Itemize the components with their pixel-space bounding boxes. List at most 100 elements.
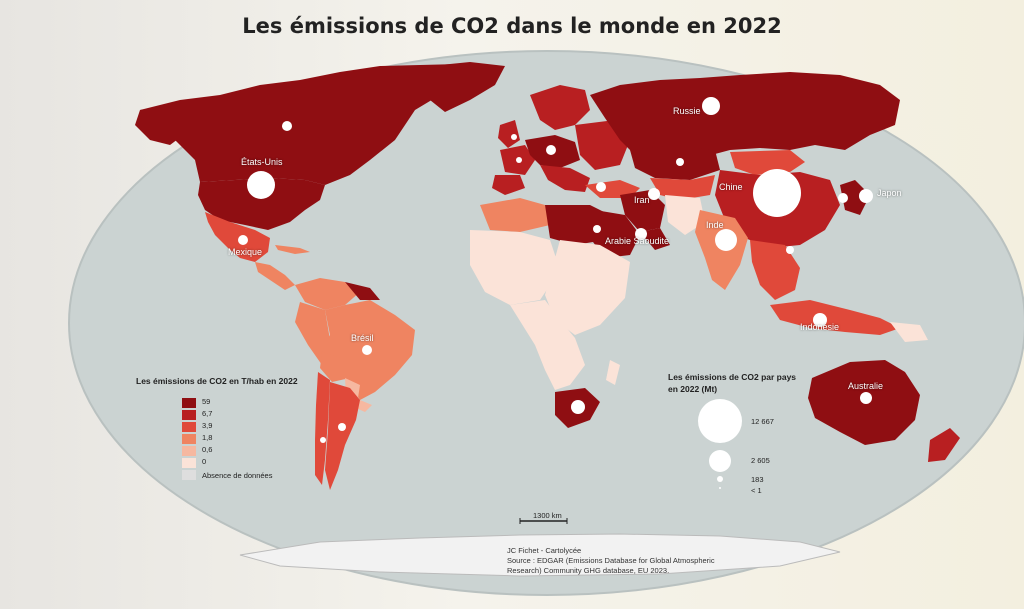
circle-russia xyxy=(702,97,720,115)
legend-prop-title-2: en 2022 (Mt) xyxy=(668,384,718,394)
circle-argentina xyxy=(338,423,346,431)
circle-turkey xyxy=(596,182,606,192)
country-indonesia xyxy=(770,300,900,335)
circle-iran xyxy=(648,188,660,200)
circle-saudi xyxy=(635,228,647,240)
circle-australia xyxy=(860,392,872,404)
country-guyana xyxy=(345,282,380,300)
legend-circle-medium xyxy=(709,450,731,472)
country-libya-egypt xyxy=(545,205,610,245)
legend-prop-value-2: 2 605 xyxy=(751,456,770,465)
country-cuba xyxy=(275,245,310,254)
country-spain xyxy=(492,175,525,195)
circle-mexico xyxy=(238,235,248,245)
label-india: Inde xyxy=(706,220,724,230)
country-greenland xyxy=(410,62,505,112)
circle-egypt xyxy=(593,225,601,233)
circle-germany xyxy=(546,145,556,155)
credits-source: Source : EDGAR (Emissions Database for G… xyxy=(507,556,715,575)
legend-no-data: Absence de données xyxy=(202,471,273,480)
circle-south-africa xyxy=(571,400,585,414)
legend-swatch-4 xyxy=(182,434,196,444)
legend-class-3: 3,9 xyxy=(202,421,213,430)
legend-choro-title: Les émissions de CO2 en T/hab en 2022 xyxy=(136,376,298,386)
circle-kazakhstan xyxy=(676,158,684,166)
map-title: Les émissions de CO2 dans le monde en 20… xyxy=(242,14,782,38)
circle-usa xyxy=(247,171,275,199)
country-central-africa xyxy=(510,300,585,390)
country-mongolia xyxy=(730,150,805,175)
label-iran: Iran xyxy=(634,195,650,205)
country-bolivia xyxy=(320,352,350,382)
circle-china xyxy=(753,169,801,217)
legend-prop-title-1: Les émissions de CO2 par pays xyxy=(668,372,797,382)
country-uruguay xyxy=(356,400,372,412)
label-saudi: Arabie Saoudite xyxy=(605,236,670,246)
legend-class-2: 6,7 xyxy=(202,409,213,418)
country-southeast-asia xyxy=(750,240,800,300)
circle-canada xyxy=(282,121,292,131)
legend-swatch-6 xyxy=(182,458,196,468)
country-madagascar xyxy=(606,360,620,385)
country-chile xyxy=(315,372,330,485)
country-west-africa xyxy=(470,230,560,305)
country-new-zealand xyxy=(928,428,960,462)
country-korea-japan xyxy=(840,180,870,215)
circle-uk xyxy=(511,134,517,140)
legend-circle-small xyxy=(717,476,723,482)
label-mexico: Mexique xyxy=(228,247,263,257)
country-uk xyxy=(498,120,520,148)
country-central-asia xyxy=(650,175,715,200)
country-scandinavia xyxy=(530,85,590,130)
circle-india xyxy=(715,229,737,251)
circle-vietnam xyxy=(786,246,794,254)
label-russia: Russie xyxy=(673,106,701,116)
country-canada xyxy=(140,64,490,185)
legend-prop-value-4: < 1 xyxy=(751,486,762,495)
country-central-america xyxy=(255,262,295,290)
circle-chile xyxy=(320,437,326,443)
circle-france xyxy=(516,157,522,163)
country-italy-balkans xyxy=(540,165,590,192)
circle-brazil xyxy=(362,345,372,355)
country-russia xyxy=(590,72,900,165)
scale-label: 1300 km xyxy=(533,511,562,520)
country-argentina xyxy=(325,382,360,490)
label-indonesia: Indonésie xyxy=(800,322,840,332)
credits-author: JC Fichet - Cartolycée xyxy=(507,546,582,555)
legend-swatch-no-data xyxy=(182,470,196,480)
country-colombia-venezuela xyxy=(295,278,360,310)
country-alaska xyxy=(135,105,190,145)
country-iran xyxy=(620,190,665,232)
label-japan: Japon xyxy=(877,188,902,198)
circle-indonesia xyxy=(813,313,827,327)
country-afghanistan-pakistan xyxy=(665,195,705,235)
legend-class-5: 0,6 xyxy=(202,445,213,454)
country-gulf xyxy=(640,228,670,250)
country-east-africa xyxy=(545,240,630,335)
country-papua xyxy=(890,322,928,342)
label-china: Chine xyxy=(719,182,743,192)
antarctica xyxy=(239,533,841,577)
legend-class-4: 1,8 xyxy=(202,433,213,442)
legend-circle-tiny xyxy=(719,487,721,489)
legend-class-1: 59 xyxy=(202,397,211,406)
legend-class-6: 0 xyxy=(202,457,207,466)
legend-circle-large xyxy=(698,399,742,443)
legend-swatch-5 xyxy=(182,446,196,456)
country-peru xyxy=(295,302,330,365)
country-usa xyxy=(198,178,325,230)
country-north-africa-west xyxy=(480,198,550,232)
circle-korea xyxy=(838,193,848,203)
legend-swatch-3 xyxy=(182,422,196,432)
legend-swatch-1 xyxy=(182,398,196,408)
label-brazil: Brésil xyxy=(351,333,374,343)
legend-prop-value-3: 183 xyxy=(751,475,764,484)
country-mexico xyxy=(205,212,270,262)
circle-japan xyxy=(859,189,873,203)
credits: JC Fichet - Cartolycée Source : EDGAR (E… xyxy=(507,546,727,576)
legend-swatch-2 xyxy=(182,410,196,420)
label-usa: États-Unis xyxy=(241,157,283,167)
label-australia: Australie xyxy=(848,381,884,391)
